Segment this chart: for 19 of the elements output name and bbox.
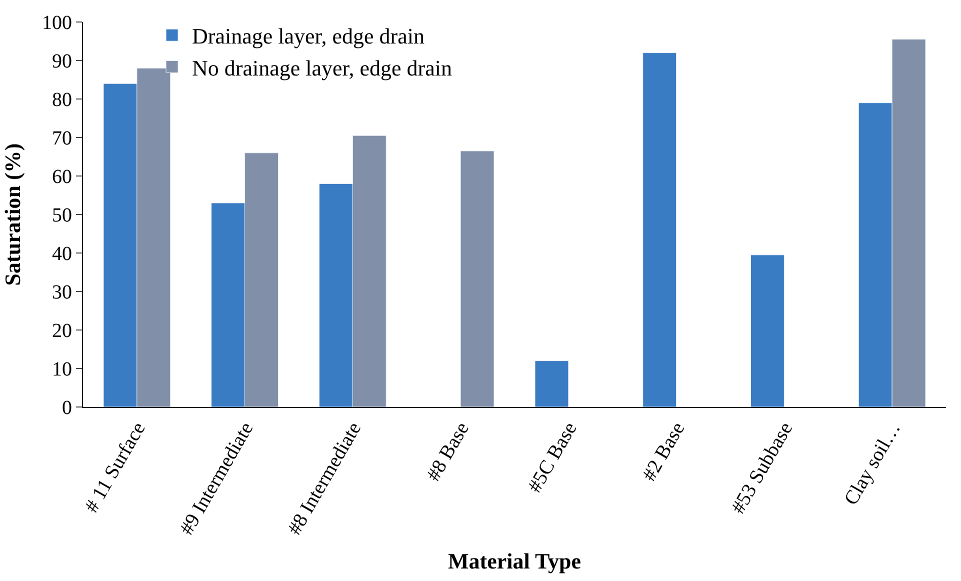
y-tick-label: 60 (52, 166, 72, 188)
y-tick-label: 80 (52, 89, 72, 111)
y-tick-label: 10 (52, 358, 72, 380)
y-tick-label: 90 (52, 50, 72, 72)
bar (642, 52, 677, 407)
y-tick-label: 30 (52, 282, 72, 304)
bar (750, 254, 784, 407)
legend-label: Drainage layer, edge drain (192, 24, 424, 49)
y-axis-title: Saturation (%) (0, 143, 25, 286)
y-tick-label: 0 (62, 397, 72, 419)
bar (460, 150, 494, 407)
legend-label: No drainage layer, edge drain (192, 55, 452, 80)
y-tick-label: 70 (52, 128, 72, 150)
x-axis-title: Material Type (448, 548, 582, 574)
y-tick-label: 100 (42, 12, 72, 34)
bar (534, 360, 569, 407)
y-tick-label: 20 (52, 320, 72, 342)
y-tick-label: 40 (52, 243, 72, 265)
y-tick-label: 50 (52, 204, 72, 226)
